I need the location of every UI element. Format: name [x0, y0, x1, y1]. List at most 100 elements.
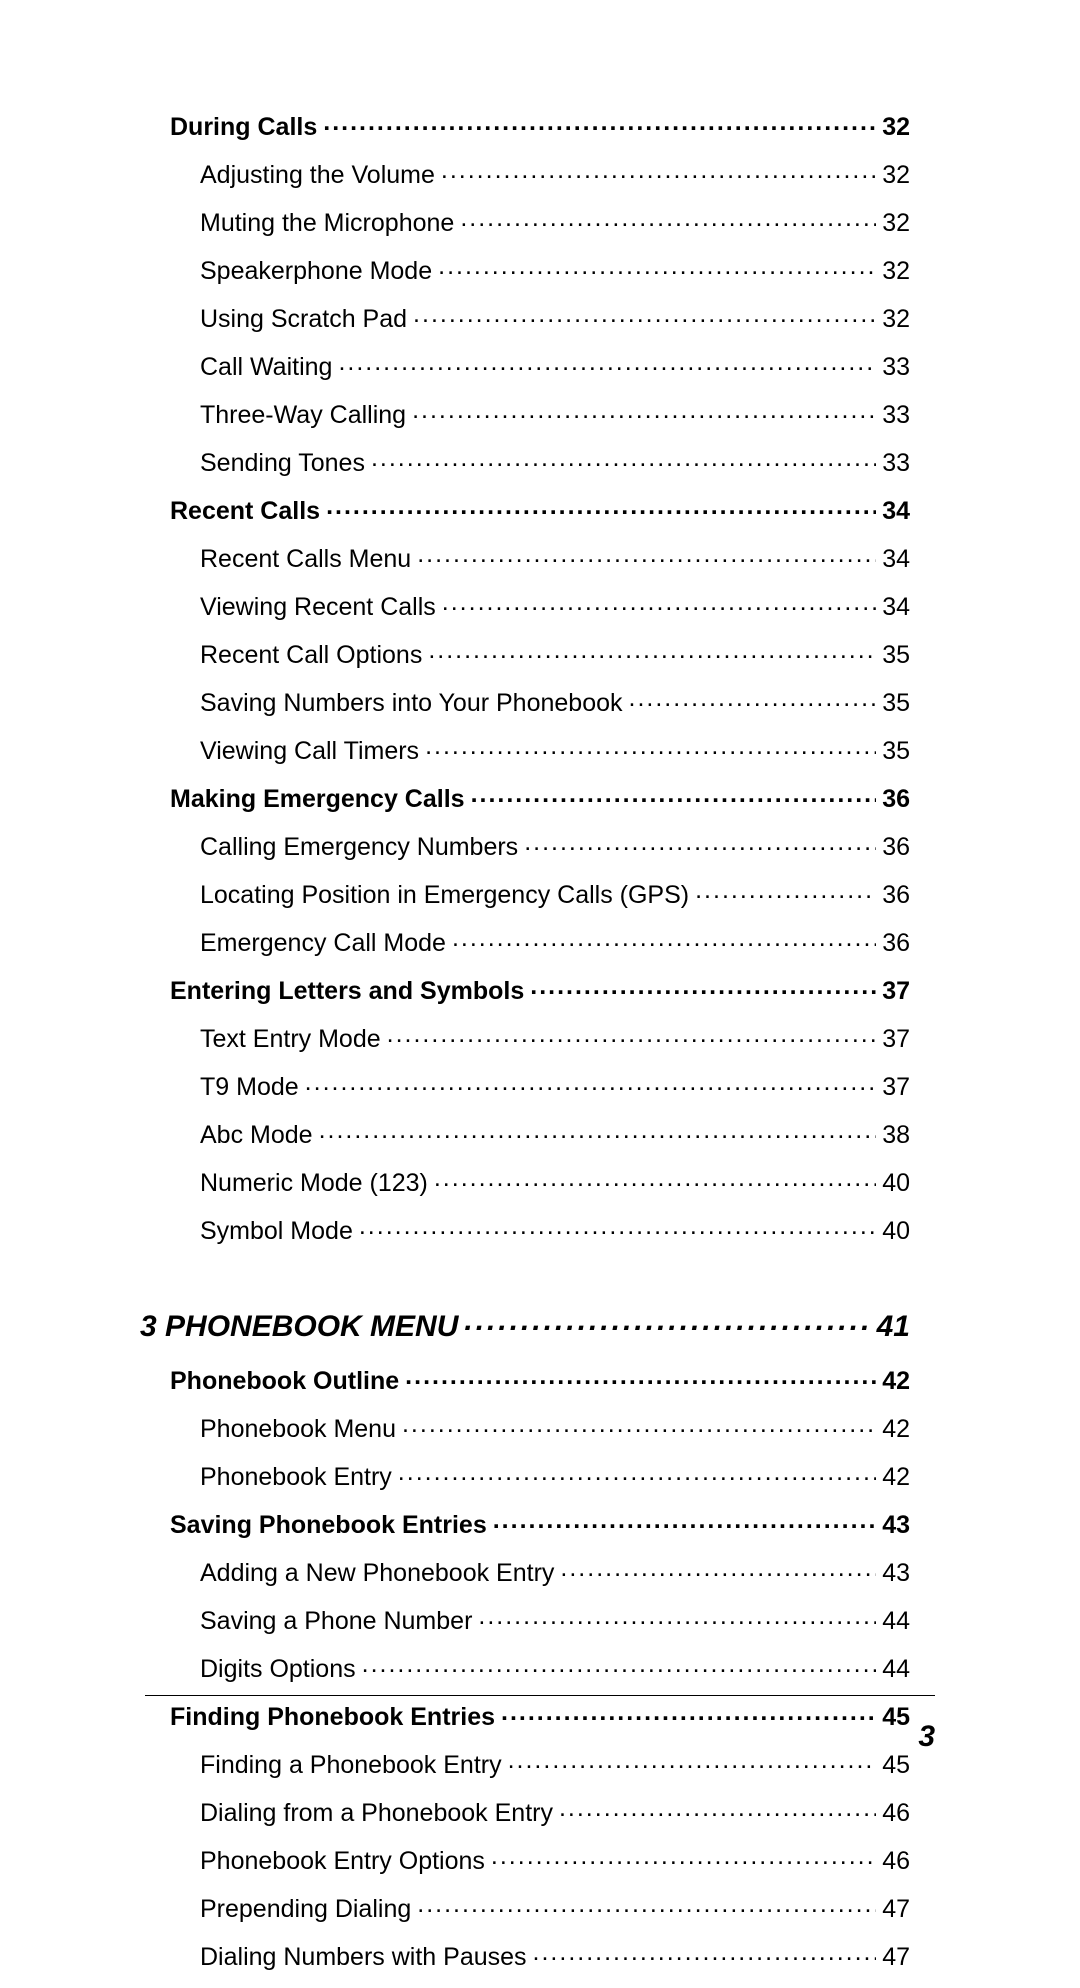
toc-entry: Phonebook Menu 42: [200, 1412, 910, 1442]
toc-entry: Phonebook Entry Options46: [200, 1844, 910, 1874]
toc-leader-dots: [371, 446, 876, 471]
toc-entry: Call Waiting33: [200, 350, 910, 380]
toc-entry-page: 40: [882, 1219, 910, 1244]
toc-entry-page: 47: [882, 1897, 910, 1922]
toc-entry: Emergency Call Mode 36: [200, 926, 910, 956]
toc-entry-label: Speakerphone Mode: [200, 259, 432, 284]
toc-entry-page: 46: [882, 1801, 910, 1826]
toc-entry-page: 36: [882, 787, 910, 812]
toc-entry: Speakerphone Mode 32: [200, 254, 910, 284]
toc-entry-page: 43: [882, 1561, 910, 1586]
toc-leader-dots: [441, 158, 876, 183]
toc-entry: Saving Phonebook Entries43: [170, 1508, 910, 1538]
toc-entry: Muting the Microphone32: [200, 206, 910, 236]
toc-entry: Prepending Dialing47: [200, 1892, 910, 1922]
toc-entry-page: 32: [882, 307, 910, 332]
toc-leader-dots: [417, 1892, 876, 1917]
toc-entry-label: Using Scratch Pad: [200, 307, 407, 332]
toc-leader-dots: [695, 878, 876, 903]
toc-leader-dots: [501, 1700, 876, 1725]
toc-entry-page: 32: [882, 259, 910, 284]
toc-entry: Saving a Phone Number 44: [200, 1604, 910, 1634]
toc-entry-page: 42: [882, 1465, 910, 1490]
toc-leader-dots: [533, 1940, 877, 1965]
toc-leader-dots: [434, 1166, 876, 1191]
toc-entry-label: Saving a Phone Number: [200, 1609, 472, 1634]
toc-entry-label: Making Emergency Calls: [170, 787, 465, 812]
toc-entry-page: 32: [882, 163, 910, 188]
toc-entry-page: 42: [882, 1417, 910, 1442]
toc-entry-label: Finding Phonebook Entries: [170, 1705, 495, 1730]
toc-leader-dots: [417, 542, 876, 567]
toc-leader-dots: [359, 1214, 876, 1239]
toc-entry: Viewing Recent Calls34: [200, 590, 910, 620]
page-number: 3: [918, 1720, 935, 1754]
toc-entry-label: During Calls: [170, 115, 317, 140]
toc-entry-label: Phonebook Outline: [170, 1369, 399, 1394]
toc-entry-label: Viewing Call Timers: [200, 739, 419, 764]
toc-entry-page: 45: [882, 1753, 910, 1778]
toc-entry-page: 36: [882, 835, 910, 860]
toc-entry-label: Symbol Mode: [200, 1219, 353, 1244]
toc-leader-dots: [319, 1118, 877, 1143]
toc-entry-label: Adjusting the Volume: [200, 163, 435, 188]
toc-entry-page: 34: [882, 547, 910, 572]
toc-entry-page: 43: [882, 1513, 910, 1538]
toc-leader-dots: [508, 1748, 877, 1773]
toc-entry-page: 33: [882, 451, 910, 476]
toc-leader-dots: [471, 782, 877, 807]
toc-leader-dots: [402, 1412, 876, 1437]
toc-leader-dots: [478, 1604, 876, 1629]
toc-leader-dots: [362, 1652, 877, 1677]
toc-entry: Sending Tones33: [200, 446, 910, 476]
toc-entry-page: 46: [882, 1849, 910, 1874]
toc-entry-page: 36: [882, 931, 910, 956]
toc-leader-dots: [530, 974, 876, 999]
toc-entry-label: Numeric Mode (123): [200, 1171, 428, 1196]
toc-entry: 3 PHONEBOOK MENU 41: [140, 1306, 910, 1342]
toc-entry: Digits Options 44: [200, 1652, 910, 1682]
toc-entry: Numeric Mode (123)40: [200, 1166, 910, 1196]
toc-leader-dots: [442, 590, 876, 615]
toc-entry-page: 45: [882, 1705, 910, 1730]
toc-leader-dots: [412, 398, 876, 423]
toc-entry-label: Three-Way Calling: [200, 403, 406, 428]
toc-leader-dots: [305, 1070, 877, 1095]
toc-entry-page: 44: [882, 1609, 910, 1634]
toc-entry-label: Recent Call Options: [200, 643, 422, 668]
toc-entry: Recent Calls34: [170, 494, 910, 524]
toc-leader-dots: [413, 302, 876, 327]
toc-entry-label: T9 Mode: [200, 1075, 299, 1100]
toc-entry-label: Digits Options: [200, 1657, 356, 1682]
toc-leader-dots: [428, 638, 876, 663]
toc-entry-page: 41: [877, 1312, 910, 1342]
toc-entry: Locating Position in Emergency Calls (GP…: [200, 878, 910, 908]
toc-entry: Recent Calls Menu34: [200, 542, 910, 572]
toc-entry-label: Dialing from a Phonebook Entry: [200, 1801, 553, 1826]
toc-entry-label: Recent Calls: [170, 499, 320, 524]
toc-entry: Abc Mode38: [200, 1118, 910, 1148]
toc-entry-page: 35: [882, 643, 910, 668]
toc-leader-dots: [326, 494, 876, 519]
toc-entry: Entering Letters and Symbols37: [170, 974, 910, 1004]
toc-entry: Dialing Numbers with Pauses47: [200, 1940, 910, 1970]
toc-entry-label: Call Waiting: [200, 355, 332, 380]
toc-entry-page: 42: [882, 1369, 910, 1394]
toc-entry-label: Text Entry Mode: [200, 1027, 381, 1052]
toc-leader-dots: [493, 1508, 876, 1533]
toc-entry: T9 Mode37: [200, 1070, 910, 1100]
toc-entry-label: Phonebook Entry: [200, 1465, 392, 1490]
toc-entry: Finding a Phonebook Entry45: [200, 1748, 910, 1778]
toc-leader-dots: [524, 830, 876, 855]
toc-entry-label: Phonebook Menu: [200, 1417, 396, 1442]
toc-entry-page: 38: [882, 1123, 910, 1148]
toc-entry-label: Dialing Numbers with Pauses: [200, 1945, 527, 1970]
toc-entry-label: Emergency Call Mode: [200, 931, 446, 956]
toc-entry-label: 3 PHONEBOOK MENU: [140, 1312, 458, 1342]
table-of-contents: During Calls 32 Adjusting the Volume 32 Muti…: [170, 110, 910, 1988]
toc-leader-dots: [452, 926, 876, 951]
toc-entry-page: 44: [882, 1657, 910, 1682]
toc-leader-dots: [491, 1844, 876, 1869]
toc-entry-label: Locating Position in Emergency Calls (GP…: [200, 883, 689, 908]
toc-leader-dots: [338, 350, 876, 375]
